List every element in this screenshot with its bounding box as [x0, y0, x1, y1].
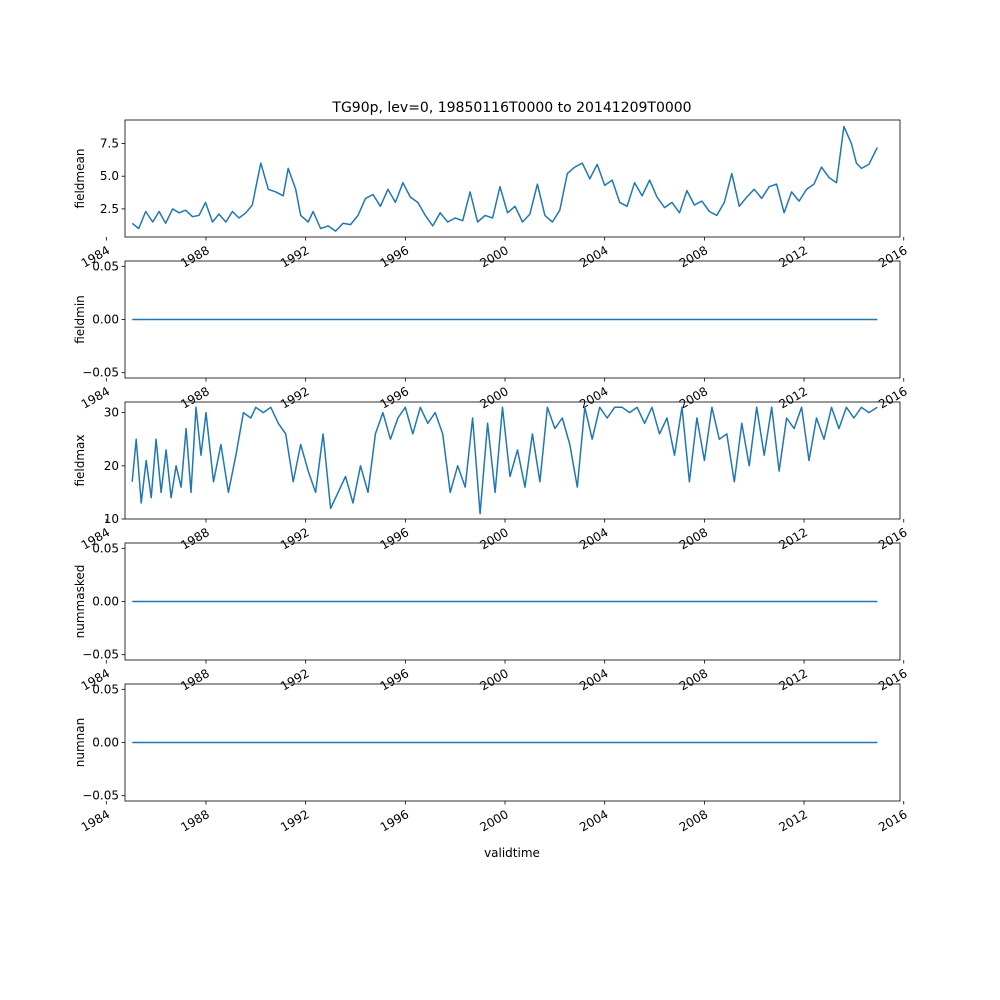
x-tick-label: 1988	[178, 807, 211, 834]
x-tick-label: 1988	[178, 243, 211, 270]
series-line-fieldmax	[131, 406, 878, 515]
x-tick-label: 1992	[278, 525, 311, 552]
x-tick-label: 2016	[876, 243, 909, 270]
y-tick-label: −0.05	[82, 789, 119, 803]
x-tick-label: 2004	[577, 666, 610, 693]
y-tick-label: 7.5	[100, 137, 119, 151]
x-tick-label: 2012	[777, 243, 810, 270]
y-tick-label: −0.05	[82, 366, 119, 380]
series-line-fieldmean	[131, 125, 878, 232]
x-tick-label: 1996	[378, 666, 411, 693]
x-tick-label: 2016	[876, 384, 909, 411]
x-tick-label: 2016	[876, 525, 909, 552]
x-tick-label: 2000	[477, 243, 510, 270]
x-tick-label: 2000	[477, 384, 510, 411]
x-tick-label: 1996	[378, 525, 411, 552]
y-tick-label: 30	[104, 406, 119, 420]
x-tick-label: 1988	[178, 525, 211, 552]
x-tick-label: 2008	[677, 807, 710, 834]
y-tick-label: 0.00	[92, 595, 119, 609]
y-tick-label: 20	[104, 459, 119, 473]
x-tick-label: 1992	[278, 807, 311, 834]
x-tick-label: 2000	[477, 666, 510, 693]
x-tick-label: 2004	[577, 525, 610, 552]
axes-frame	[124, 119, 901, 238]
x-tick-label: 1996	[378, 384, 411, 411]
x-tick-label: 2004	[577, 807, 610, 834]
subplot-numnan: −0.05 0.00 0.05 1984 1988 1992 1996 2000 2004 200…	[73, 682, 910, 834]
y-axis-label: fieldmin	[73, 295, 87, 344]
y-tick-label: 0.05	[92, 541, 119, 555]
x-tick-label: 2016	[876, 807, 909, 834]
y-tick-label: −0.05	[82, 648, 119, 662]
y-axis-label: numnan	[73, 718, 87, 767]
axes-frame	[124, 401, 901, 520]
x-tick-label: 2012	[777, 525, 810, 552]
y-tick-label: 5.0	[100, 169, 119, 183]
x-tick-label: 1992	[278, 666, 311, 693]
y-axis-label: fieldmax	[73, 434, 87, 486]
y-tick-label: 0.00	[92, 313, 119, 327]
y-axis-label: nummasked	[73, 565, 87, 639]
y-tick-label: 2.5	[100, 202, 119, 216]
x-tick-label: 2016	[876, 666, 909, 693]
x-tick-label: 1992	[278, 384, 311, 411]
x-tick-label: 1992	[278, 243, 311, 270]
x-tick-label: 2000	[477, 525, 510, 552]
x-tick-label: 1996	[378, 807, 411, 834]
y-tick-label: 0.05	[92, 682, 119, 696]
x-tick-label: 2004	[577, 384, 610, 411]
x-tick-label: 1988	[178, 666, 211, 693]
y-tick-label: 0.00	[92, 736, 119, 750]
x-tick-label: 2008	[677, 666, 710, 693]
x-tick-label: 2008	[677, 243, 710, 270]
y-axis-label: fieldmean	[73, 149, 87, 209]
x-tick-label: 2012	[777, 384, 810, 411]
x-tick-label: 2004	[577, 243, 610, 270]
x-tick-label: 1988	[178, 384, 211, 411]
x-tick-label: 1996	[378, 243, 411, 270]
x-tick-label: 2008	[677, 525, 710, 552]
x-tick-label: 2000	[477, 807, 510, 834]
y-tick-label: 0.05	[92, 259, 119, 273]
x-axis-label: validtime	[484, 846, 540, 860]
x-tick-label: 2012	[777, 666, 810, 693]
x-tick-label: 2012	[777, 807, 810, 834]
y-tick-label: 10	[104, 512, 119, 526]
x-tick-label: 1984	[79, 807, 112, 834]
chart-title: TG90p, lev=0, 19850116T0000 to 20141209T…	[331, 100, 691, 116]
